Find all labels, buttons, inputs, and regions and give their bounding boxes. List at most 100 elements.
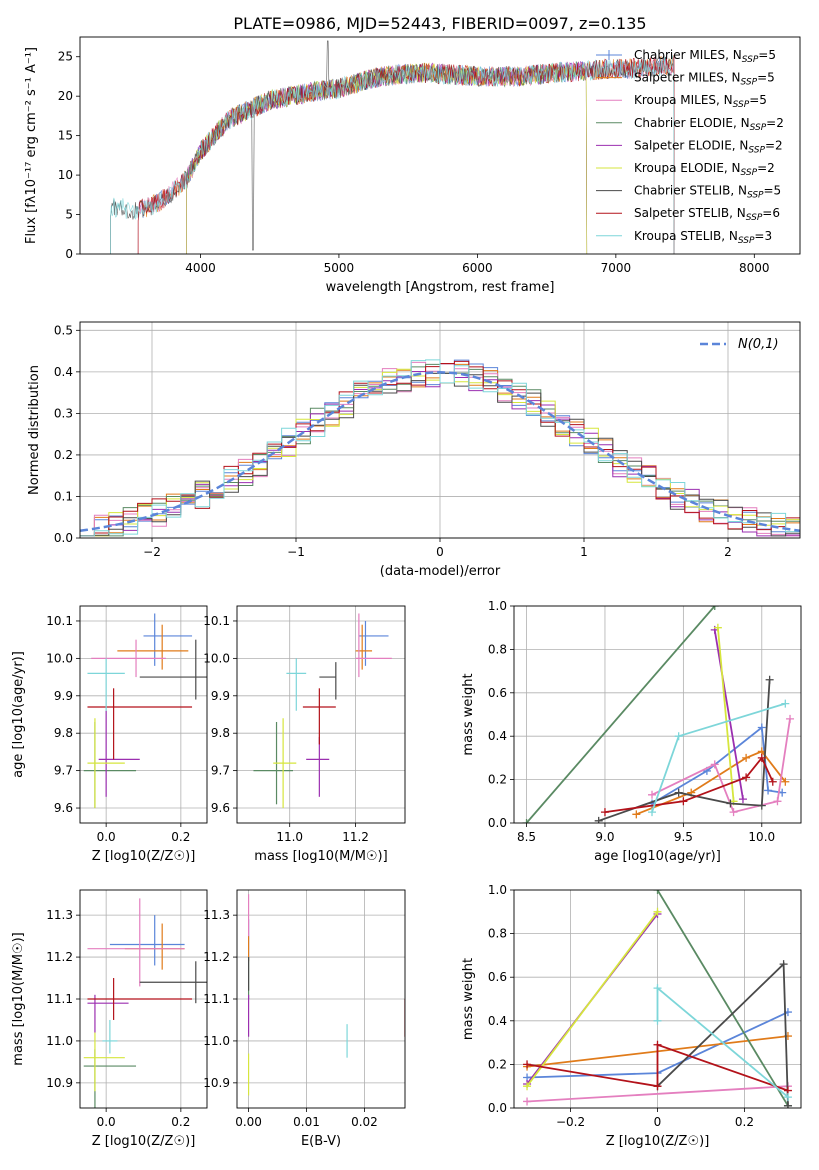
spectrum-line [110, 40, 675, 254]
y-tick-label: 0.6 [488, 970, 507, 984]
y-tick-label: 0.1 [54, 489, 73, 503]
plot-area-weight_vs_Z [523, 890, 792, 1108]
y-tick-label: 10.9 [203, 1076, 230, 1090]
y-tick-label: 0.2 [488, 1057, 507, 1071]
y-tick-label: 0.4 [54, 365, 73, 379]
weight-marker [523, 1082, 532, 1091]
legend-label-main: Kroupa STELIB, N [634, 229, 738, 243]
weight-line [651, 718, 791, 814]
y-tick-label: 10.1 [46, 614, 73, 628]
y-tick-label: 0.6 [488, 686, 507, 700]
legend-label: Salpeter STELIB, NSSP=6 [634, 206, 780, 223]
axes-frame [79, 36, 801, 255]
y-axis-label: mass weight [461, 958, 476, 1040]
y-tick-label: 11.2 [203, 950, 230, 964]
weight-marker [653, 984, 662, 993]
y-tick-label: 9.6 [211, 801, 230, 815]
legend-label-main: Kroupa MILES, N [634, 93, 733, 107]
legend-label-tail: =5 [764, 184, 782, 198]
spectrum-line [110, 55, 675, 254]
weight-marker [653, 1040, 662, 1049]
y-tick-label: 9.8 [211, 726, 230, 740]
weight-marker [738, 795, 747, 804]
legend-label-main: Kroupa ELODIE, N [634, 161, 741, 175]
weight-marker [786, 714, 795, 723]
y-tick-label: 0.8 [488, 927, 507, 941]
weight-marker [523, 1097, 532, 1106]
legend-label-sub: SSP [750, 123, 767, 133]
x-tick-label: 8000 [739, 261, 770, 275]
weight-marker [653, 1082, 662, 1091]
axes-age_vs_Z: 0.0 0.2 9.6 9.7 9.8 9.9 10.0 10.1 Z [log10(Z/Z☉)… [11, 606, 207, 864]
y-tick-label: 5 [65, 208, 73, 222]
legend: Chabrier MILES, NSSP=5 Salpeter MILES, NS… [596, 48, 784, 246]
y-tick-label: 10.1 [203, 614, 230, 628]
legend-label: Chabrier ELODIE, NSSP=2 [634, 116, 784, 133]
y-tick-label: 0.2 [488, 773, 507, 787]
weight-marker [757, 723, 766, 732]
y-axis-label: mass weight [461, 673, 476, 755]
axes-weight_vs_Z: −0.2 0 0.2 0.0 0.2 0.4 0.6 0.8 1.0 Z [log10(Z/Z☉)… [461, 883, 801, 1149]
x-tick-label: 8.5 [517, 830, 536, 844]
y-tick-label: 9.9 [211, 689, 230, 703]
y-tick-label: 1.0 [488, 599, 507, 613]
legend-label-sub: SSP [733, 100, 750, 110]
y-tick-label: 11.1 [203, 992, 230, 1006]
weight-marker [710, 760, 719, 769]
axes-mass_vs_Z: 0.0 0.2 10.9 11.0 11.1 11.2 11.3 Z [log10(Z/Z☉)… [11, 890, 207, 1149]
weight-marker [726, 799, 735, 808]
y-tick-label: 0.0 [488, 816, 507, 830]
legend-label-main: Salpeter ELODIE, N [634, 138, 748, 152]
y-tick-label: 11.3 [46, 908, 73, 922]
axes-frame [513, 889, 802, 1109]
x-tick-label: 6000 [462, 261, 493, 275]
spectrum-line [137, 54, 675, 254]
legend-label-sub: SSP [746, 213, 763, 223]
spectrum-line [137, 55, 675, 254]
y-tick-label: 9.8 [54, 726, 73, 740]
weight-marker [729, 808, 738, 817]
weight-line [526, 911, 659, 1087]
legend-label-tail: =5 [757, 71, 775, 85]
legend-label: Salpeter MILES, NSSP=5 [634, 71, 775, 88]
x-tick-label: 2 [724, 545, 732, 559]
plot-area-residuals [80, 359, 800, 537]
x-tick-label: 0.00 [235, 1115, 262, 1129]
weight-marker [674, 732, 683, 741]
x-axis-label: Z [log10(Z/Z☉)] [92, 1134, 196, 1149]
x-tick-label: 0 [436, 545, 444, 559]
legend-label-tail: =2 [765, 138, 783, 152]
y-tick-label: 11.0 [46, 1034, 73, 1048]
weight-marker [600, 808, 609, 817]
y-tick-label: 25 [58, 50, 73, 64]
axes-frame [79, 321, 801, 539]
axes-age_vs_mass: 11.0 11.2 9.6 9.7 9.8 9.9 10.0 10.1 mass [log10(… [203, 606, 405, 864]
legend-label: Kroupa MILES, NSSP=5 [634, 93, 767, 110]
legend-label-tail: =5 [758, 48, 776, 62]
x-tick-label: 5000 [324, 261, 355, 275]
legend-label: Chabrier MILES, NSSP=5 [634, 48, 776, 65]
x-tick-label: 0.0 [97, 830, 116, 844]
y-tick-label: 20 [58, 89, 73, 103]
y-tick-label: 0.0 [54, 531, 73, 545]
y-tick-label: 9.7 [54, 764, 73, 778]
figure-title: PLATE=0986, MJD=52443, FIBERID=0097, z=0… [233, 14, 646, 33]
y-tick-label: 11.0 [203, 1034, 230, 1048]
y-axis-label: age [log10(age/yr)] [11, 651, 26, 778]
weight-marker [781, 777, 790, 786]
weight-marker [783, 1093, 792, 1102]
axes-weight_vs_age: 8.5 9.0 9.5 10.0 0.0 0.2 0.4 0.6 0.8 1.0 age [log1… [461, 599, 801, 864]
axes-frame [79, 889, 208, 1109]
weight-marker [594, 816, 603, 823]
spectrum-line [186, 62, 588, 254]
legend-label-main: Salpeter STELIB, N [634, 206, 746, 220]
legend-label: Kroupa STELIB, NSSP=3 [634, 229, 772, 246]
weight-marker [632, 810, 641, 819]
weight-marker [757, 753, 766, 762]
weight-marker [742, 773, 751, 782]
legend-label-sub: SSP [741, 78, 758, 88]
weight-marker [522, 819, 531, 823]
weight-marker [765, 675, 774, 684]
weight-line [526, 1085, 789, 1103]
legend-label-sub: SSP [738, 236, 755, 246]
